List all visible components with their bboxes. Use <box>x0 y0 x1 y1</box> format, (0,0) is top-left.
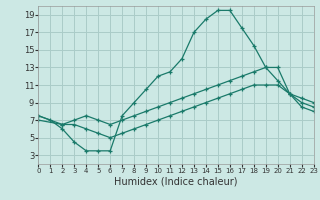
X-axis label: Humidex (Indice chaleur): Humidex (Indice chaleur) <box>114 177 238 187</box>
